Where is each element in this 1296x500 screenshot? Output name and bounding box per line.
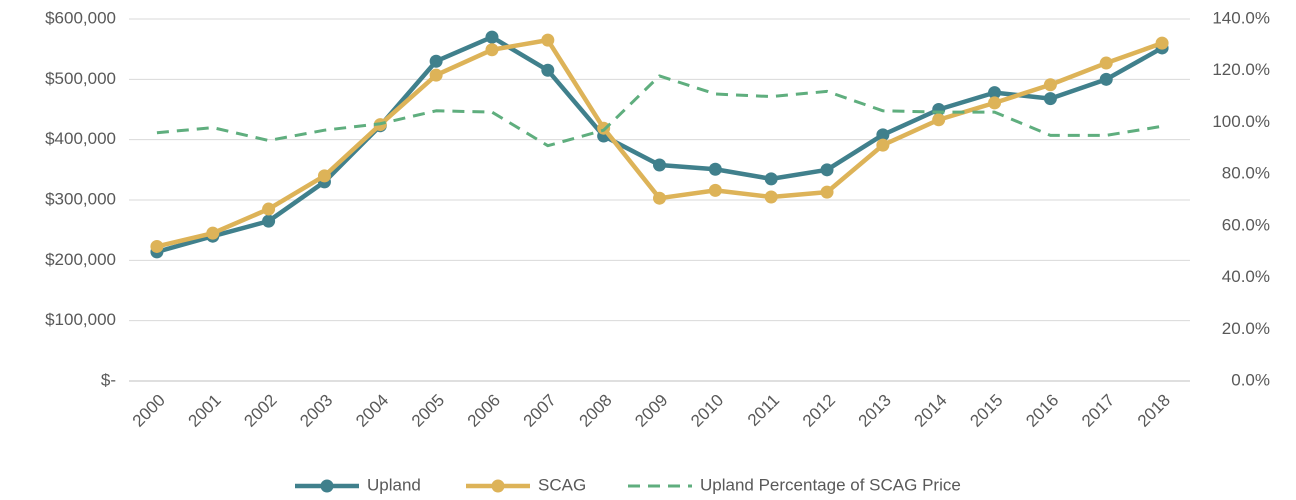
point-marker <box>429 68 443 82</box>
point-marker <box>1043 78 1057 92</box>
y-tick-label: $400,000 <box>45 129 116 148</box>
point-marker <box>820 163 834 177</box>
y2-tick-label: 140.0% <box>1212 8 1270 27</box>
x-tick-label: 2003 <box>296 391 336 431</box>
point-marker <box>485 43 499 57</box>
point-marker <box>764 172 778 186</box>
x-tick-label: 2002 <box>240 391 280 431</box>
x-tick-label: 2016 <box>1022 391 1062 431</box>
legend-marker <box>320 479 334 493</box>
point-marker <box>876 128 890 142</box>
point-marker <box>1099 56 1113 70</box>
y-tick-label: $200,000 <box>45 250 116 269</box>
y-tick-label: $100,000 <box>45 310 116 329</box>
legend-label: Upland <box>367 475 421 494</box>
point-marker <box>262 214 276 228</box>
y2-tick-label: 120.0% <box>1212 60 1270 79</box>
point-marker <box>317 169 331 183</box>
point-marker <box>429 54 443 68</box>
point-marker <box>150 239 164 253</box>
y-tick-label: $500,000 <box>45 69 116 88</box>
x-tick-label: 2012 <box>799 391 839 431</box>
series-line <box>156 37 1163 249</box>
x-tick-label: 2017 <box>1078 391 1118 431</box>
x-tick-label: 2007 <box>520 391 560 431</box>
series-line <box>156 34 1164 255</box>
legend-label: Upland Percentage of SCAG Price <box>700 475 961 494</box>
y-tick-label: $300,000 <box>45 189 116 208</box>
x-tick-label: 2008 <box>575 391 615 431</box>
x-tick-label: 2014 <box>911 391 951 431</box>
point-marker <box>1155 36 1169 50</box>
x-tick-label: 2015 <box>966 391 1006 431</box>
legend-label: SCAG <box>538 475 586 494</box>
x-tick-label: 2011 <box>744 391 783 430</box>
y-tick-label: $- <box>101 370 116 389</box>
point-marker <box>932 113 946 127</box>
x-tick-label: 2009 <box>631 391 671 431</box>
point-marker <box>820 185 834 199</box>
y-tick-label: $600,000 <box>45 8 116 27</box>
point-marker <box>541 33 555 47</box>
x-tick-label: 2013 <box>855 391 895 431</box>
x-tick-label: 2001 <box>185 391 225 431</box>
point-marker <box>541 63 555 77</box>
y2-tick-label: 20.0% <box>1222 319 1270 338</box>
point-marker <box>1099 72 1113 86</box>
point-marker <box>485 30 499 44</box>
series-line <box>156 74 1163 148</box>
point-marker <box>876 138 890 152</box>
point-marker <box>206 226 220 240</box>
x-tick-label: 2006 <box>464 391 504 431</box>
y2-tick-label: 80.0% <box>1222 164 1270 183</box>
y2-tick-label: 40.0% <box>1222 267 1270 286</box>
x-tick-label: 2018 <box>1134 391 1174 431</box>
point-marker <box>708 183 722 197</box>
point-marker <box>262 202 276 216</box>
x-tick-label: 2005 <box>408 391 448 431</box>
point-marker <box>988 96 1002 110</box>
x-tick-label: 2010 <box>687 391 727 431</box>
point-marker <box>1043 92 1057 106</box>
y2-tick-label: 100.0% <box>1212 112 1270 131</box>
y2-tick-label: 60.0% <box>1222 215 1270 234</box>
x-tick-label: 2000 <box>129 391 169 431</box>
point-marker <box>653 158 666 172</box>
point-marker <box>764 190 778 204</box>
y2-tick-label: 0.0% <box>1231 370 1270 389</box>
legend-marker <box>491 479 505 493</box>
point-marker <box>988 86 1002 100</box>
point-marker <box>708 162 722 176</box>
x-tick-label: 2004 <box>352 391 392 431</box>
point-marker <box>653 191 666 205</box>
